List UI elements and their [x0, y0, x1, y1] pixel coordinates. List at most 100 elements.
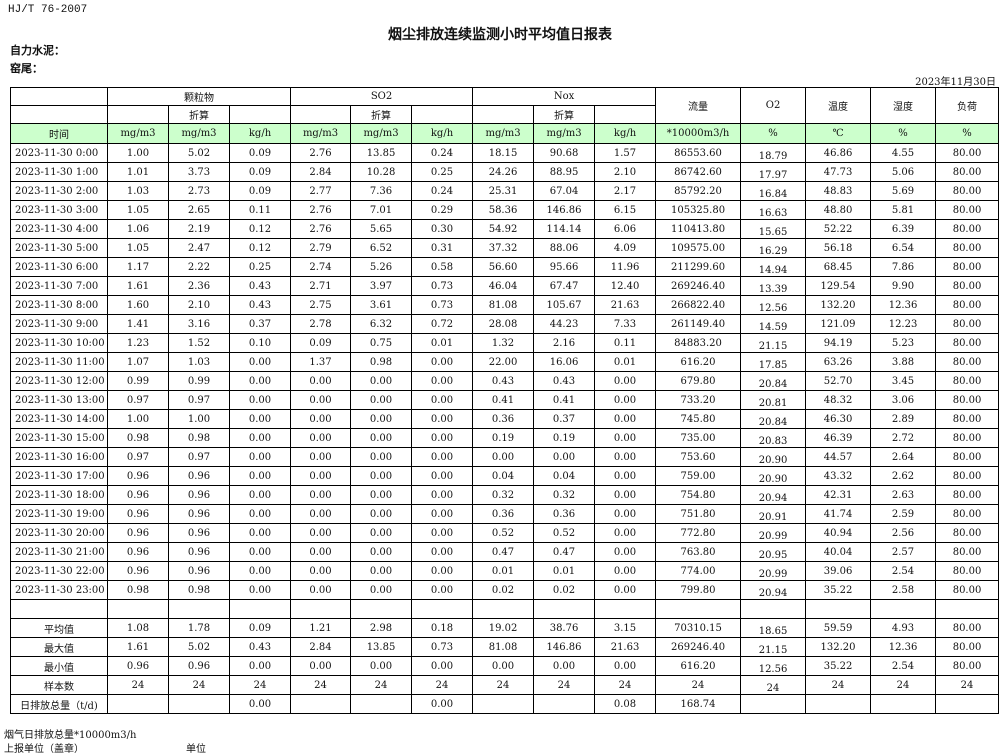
value-cell: 0.75 — [350, 333, 413, 353]
value-cell: 0.09 — [228, 181, 292, 201]
header-o2: O2 — [740, 87, 807, 124]
row-label-cell: 2023-11-30 1:00 — [10, 162, 108, 182]
value-cell: 5.81 — [870, 200, 937, 220]
value-cell: 0.00 — [228, 466, 292, 486]
reporting-unit-label: 上报单位（盖章） — [4, 744, 84, 755]
value-cell: 132.20 — [805, 637, 872, 657]
value-cell: 0.00 — [228, 561, 292, 581]
value-cell: 0.96 — [107, 485, 169, 505]
value-cell: 24 — [870, 675, 937, 695]
value-cell: 5.65 — [350, 219, 413, 239]
value-cell: 0.00 — [594, 504, 657, 524]
value-cell — [740, 694, 807, 714]
summary-row: 平均值 1.08 1.78 0.09 1.21 2.98 0.18 19.02 38.76 3.1… — [10, 618, 1000, 638]
summary-row: 样本数 24 24 24 24 24 24 24 24 24 24 24 24 24 24 — [10, 675, 1000, 695]
value-cell: 0.00 — [411, 409, 474, 429]
value-cell — [805, 694, 872, 714]
table-row: 2023-11-30 2:00 1.03 2.73 0.09 2.77 7.36 0.24 2… — [10, 181, 1000, 201]
value-cell: 0.12 — [228, 219, 292, 239]
value-cell: 2.98 — [350, 618, 413, 638]
value-cell: 6.15 — [594, 200, 657, 220]
value-cell: 0.00 — [472, 447, 535, 467]
value-cell: 2.47 — [168, 238, 230, 258]
value-cell: 0.00 — [350, 485, 413, 505]
value-cell: 0.00 — [594, 428, 657, 448]
value-cell: 0.18 — [411, 618, 474, 638]
value-cell: 0.96 — [107, 542, 169, 562]
value-cell: 11.96 — [594, 257, 657, 277]
value-cell: 0.09 — [228, 143, 292, 163]
value-cell: 114.14 — [533, 219, 596, 239]
value-cell: 48.32 — [805, 390, 872, 410]
value-cell: 1.05 — [107, 200, 169, 220]
header-converted: 折算 — [350, 105, 413, 124]
value-cell: 0.96 — [168, 523, 230, 543]
value-cell: 5.02 — [168, 637, 230, 657]
value-cell: 1.00 — [168, 409, 230, 429]
value-cell: 3.45 — [870, 371, 937, 391]
value-cell: 0.19 — [472, 428, 535, 448]
value-cell: 24 — [655, 675, 742, 695]
value-cell: 46.30 — [805, 409, 872, 429]
table-row: 2023-11-30 21:00 0.96 0.96 0.00 0.00 0.00 0.00… — [10, 542, 1000, 562]
value-cell: 17.85 — [740, 352, 807, 372]
value-cell: 52.22 — [805, 219, 872, 239]
value-cell: 0.00 — [290, 523, 352, 543]
value-cell: 269246.40 — [655, 637, 742, 657]
value-cell: 2.19 — [168, 219, 230, 239]
value-cell: 6.52 — [350, 238, 413, 258]
row-label-cell: 2023-11-30 21:00 — [10, 542, 108, 562]
value-cell: 20.81 — [740, 390, 807, 410]
value-cell: 4.09 — [594, 238, 657, 258]
value-cell: 0.00 — [411, 656, 474, 676]
value-cell: 3.06 — [870, 390, 937, 410]
value-cell: 0.52 — [533, 523, 596, 543]
value-cell — [472, 694, 535, 714]
value-cell: 0.00 — [350, 580, 413, 600]
header-blank — [10, 105, 108, 124]
value-cell: 0.98 — [107, 580, 169, 600]
row-label-cell: 2023-11-30 20:00 — [10, 523, 108, 543]
value-cell: 1.32 — [472, 333, 535, 353]
table-row: 2023-11-30 5:00 1.05 2.47 0.12 2.79 6.52 0.31 3… — [10, 238, 1000, 258]
value-cell: 0.72 — [411, 314, 474, 334]
value-cell: 85792.20 — [655, 181, 742, 201]
header-unit: mg/m3 — [350, 123, 413, 144]
value-cell — [870, 694, 937, 714]
value-cell: 41.74 — [805, 504, 872, 524]
value-cell: 47.73 — [805, 162, 872, 182]
value-cell: 2.10 — [168, 295, 230, 315]
report-table: 颗粒物 SO2 Nox 流量 O2 温度 湿度 负荷 折算 折算 折算 时间 mg… — [10, 87, 1000, 714]
value-cell: 80.00 — [935, 580, 1000, 600]
value-cell — [228, 599, 292, 619]
header-row-groups: 颗粒物 SO2 Nox 流量 O2 温度 湿度 负荷 — [10, 87, 1000, 124]
value-cell: 86742.60 — [655, 162, 742, 182]
row-label-cell: 2023-11-30 10:00 — [10, 333, 108, 353]
value-cell: 0.00 — [533, 447, 596, 467]
value-cell: 67.04 — [533, 181, 596, 201]
value-cell: 616.20 — [655, 352, 742, 372]
value-cell: 1.21 — [290, 618, 352, 638]
value-cell: 80.00 — [935, 466, 1000, 486]
table-row: 2023-11-30 1:00 1.01 3.73 0.09 2.84 10.28 0.25… — [10, 162, 1000, 182]
value-cell: 0.31 — [411, 238, 474, 258]
value-cell: 0.00 — [411, 485, 474, 505]
value-cell: 0.43 — [228, 295, 292, 315]
value-cell: 0.24 — [411, 181, 474, 201]
header-unit: mg/m3 — [107, 123, 169, 144]
value-cell: 1.07 — [107, 352, 169, 372]
value-cell: 9.90 — [870, 276, 937, 296]
value-cell: 2.54 — [870, 656, 937, 676]
value-cell: 109575.00 — [655, 238, 742, 258]
value-cell: 0.00 — [350, 390, 413, 410]
value-cell: 0.00 — [350, 428, 413, 448]
value-cell: 0.00 — [350, 466, 413, 486]
value-cell: 59.59 — [805, 618, 872, 638]
value-cell: 12.23 — [870, 314, 937, 334]
value-cell: 5.23 — [870, 333, 937, 353]
value-cell: 679.80 — [655, 371, 742, 391]
value-cell: 15.65 — [740, 219, 807, 239]
value-cell: 16.29 — [740, 238, 807, 258]
value-cell: 24 — [935, 675, 1000, 695]
value-cell — [533, 694, 596, 714]
